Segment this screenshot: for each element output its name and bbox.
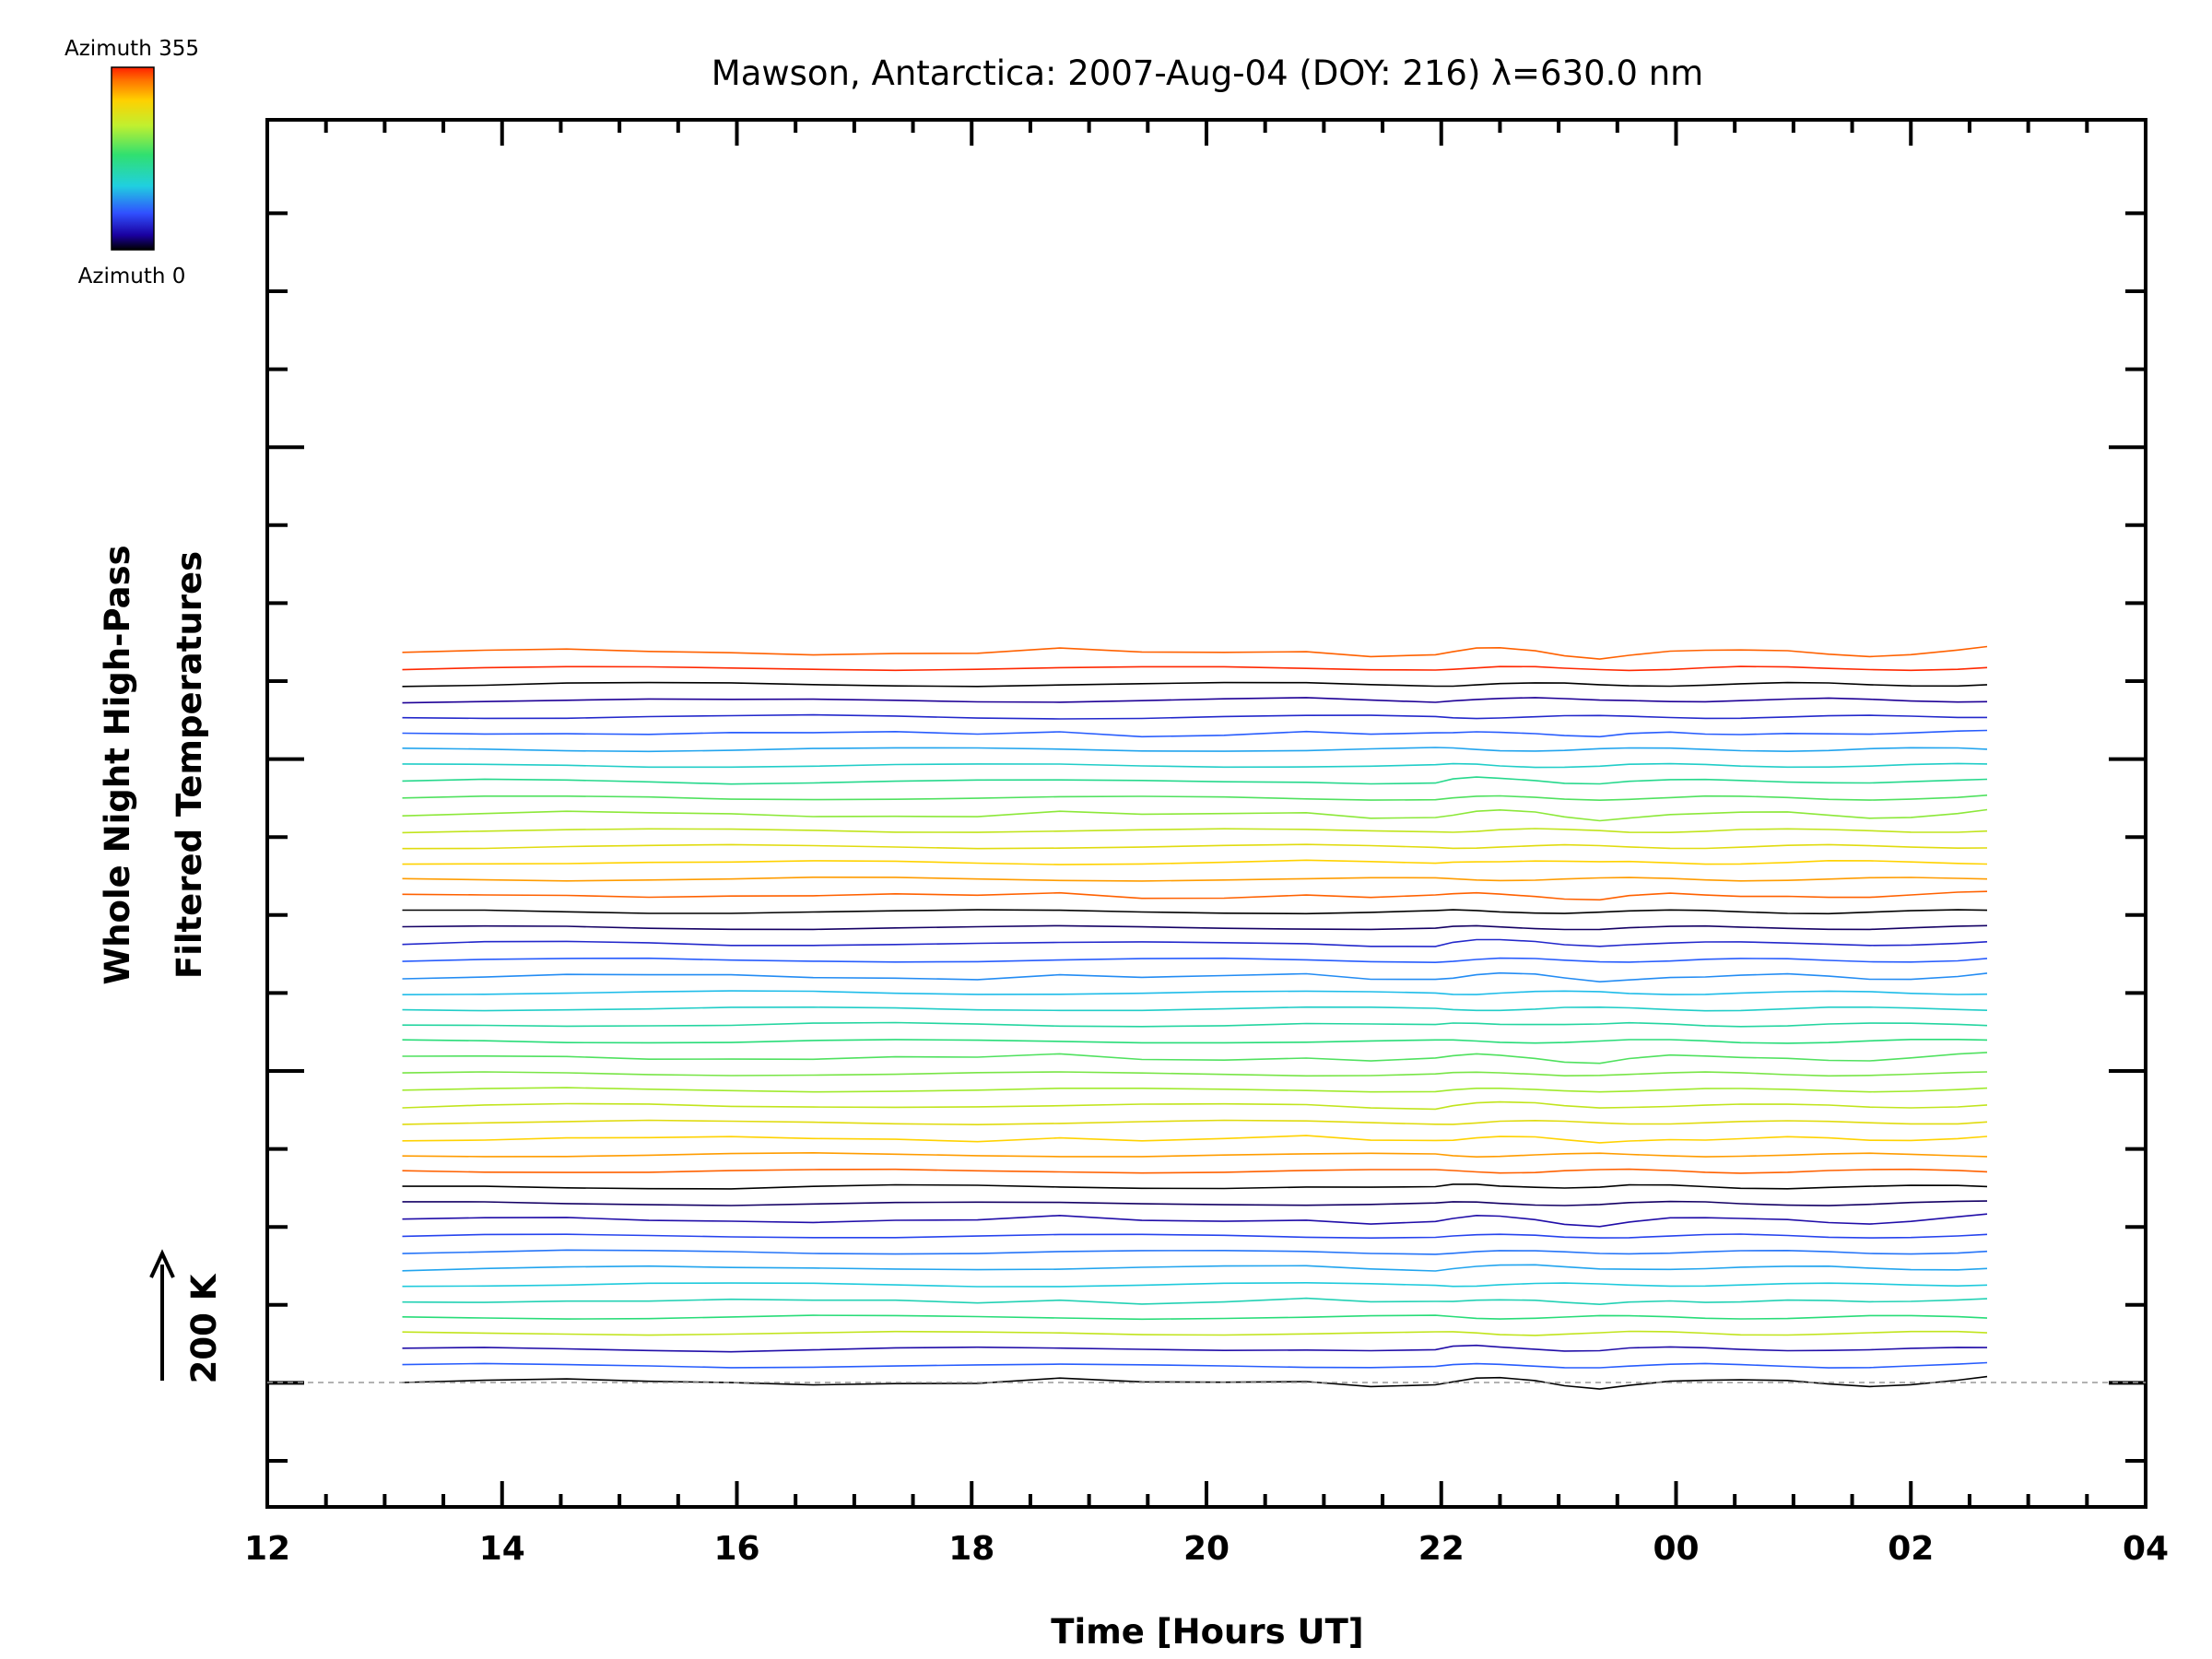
series-line	[402, 645, 1988, 660]
axis-ticks	[265, 120, 2147, 1507]
x-tick-labels: 12 14 16 18 20 22 00 02 04	[244, 1530, 2169, 1568]
x-axis-label: Time [Hours UT]	[1051, 1612, 1363, 1652]
colorbar-bottom-label: Azimuth 0	[78, 265, 186, 288]
series-line	[402, 1297, 1988, 1306]
series-line	[402, 1344, 1988, 1353]
series-line	[402, 1183, 1988, 1190]
series-line	[402, 1087, 1988, 1093]
x-tick-label: 16	[713, 1530, 759, 1568]
series-line	[402, 713, 1987, 720]
series-line	[402, 697, 1988, 704]
series-line	[402, 957, 1988, 964]
x-tick-label: 02	[1888, 1530, 1934, 1568]
y-axis-label-line1: Whole Night High-Pass	[98, 545, 137, 984]
series-line	[402, 762, 1988, 769]
series-line	[402, 1264, 1988, 1272]
series-line	[402, 1375, 1988, 1390]
scale-arrow-head	[149, 1249, 175, 1278]
x-tick-label: 12	[244, 1530, 290, 1568]
series-line	[402, 1100, 1988, 1111]
series-line	[402, 843, 1988, 850]
series-line	[402, 1281, 1988, 1288]
series-line	[402, 938, 1988, 947]
series-line	[402, 1213, 1988, 1228]
series-line	[402, 876, 1988, 882]
x-tick-label: 00	[1653, 1530, 1699, 1568]
series-line	[402, 828, 1988, 834]
x-tick-label: 22	[1418, 1530, 1465, 1568]
x-tick-label: 20	[1183, 1530, 1230, 1568]
series-line	[402, 776, 1988, 785]
x-tick-label: 14	[479, 1530, 525, 1568]
series-line	[402, 924, 1988, 931]
chart-title: Mawson, Antarctica: 2007-Aug-04 (DOY: 21…	[712, 53, 1703, 93]
series-line	[402, 808, 1988, 822]
scale-label: 200 K	[184, 1273, 224, 1383]
y-axis-label-line2: Filtered Temperatures	[170, 551, 209, 979]
series-line	[402, 1314, 1988, 1321]
series-line	[402, 1168, 1988, 1174]
series-line	[402, 1006, 1988, 1012]
series-line	[402, 1249, 1988, 1255]
series-line	[402, 794, 1988, 802]
x-tick-label: 04	[2123, 1530, 2169, 1568]
series-line	[402, 1330, 1988, 1336]
series-line	[402, 665, 1988, 672]
series-line	[402, 909, 1988, 915]
series-layer	[402, 645, 1988, 1390]
series-line	[402, 1361, 1988, 1369]
series-line	[402, 890, 1988, 901]
x-tick-label: 18	[948, 1530, 994, 1568]
series-line	[402, 1233, 1988, 1240]
colorbar-top-label: Azimuth 355	[65, 37, 199, 61]
series-line	[402, 990, 1988, 995]
series-line	[402, 1200, 1988, 1206]
series-line	[402, 1119, 1988, 1126]
colorbar	[111, 66, 155, 251]
series-line	[402, 971, 1988, 983]
series-line	[402, 729, 1988, 738]
series-line	[402, 859, 1988, 865]
series-line	[402, 1052, 1988, 1065]
series-line	[402, 1151, 1988, 1159]
series-line	[402, 1135, 1988, 1144]
series-line	[402, 1039, 1988, 1044]
series-line	[402, 1071, 1988, 1077]
series-line	[402, 747, 1988, 753]
series-line	[402, 681, 1988, 688]
series-line	[402, 1021, 1988, 1028]
